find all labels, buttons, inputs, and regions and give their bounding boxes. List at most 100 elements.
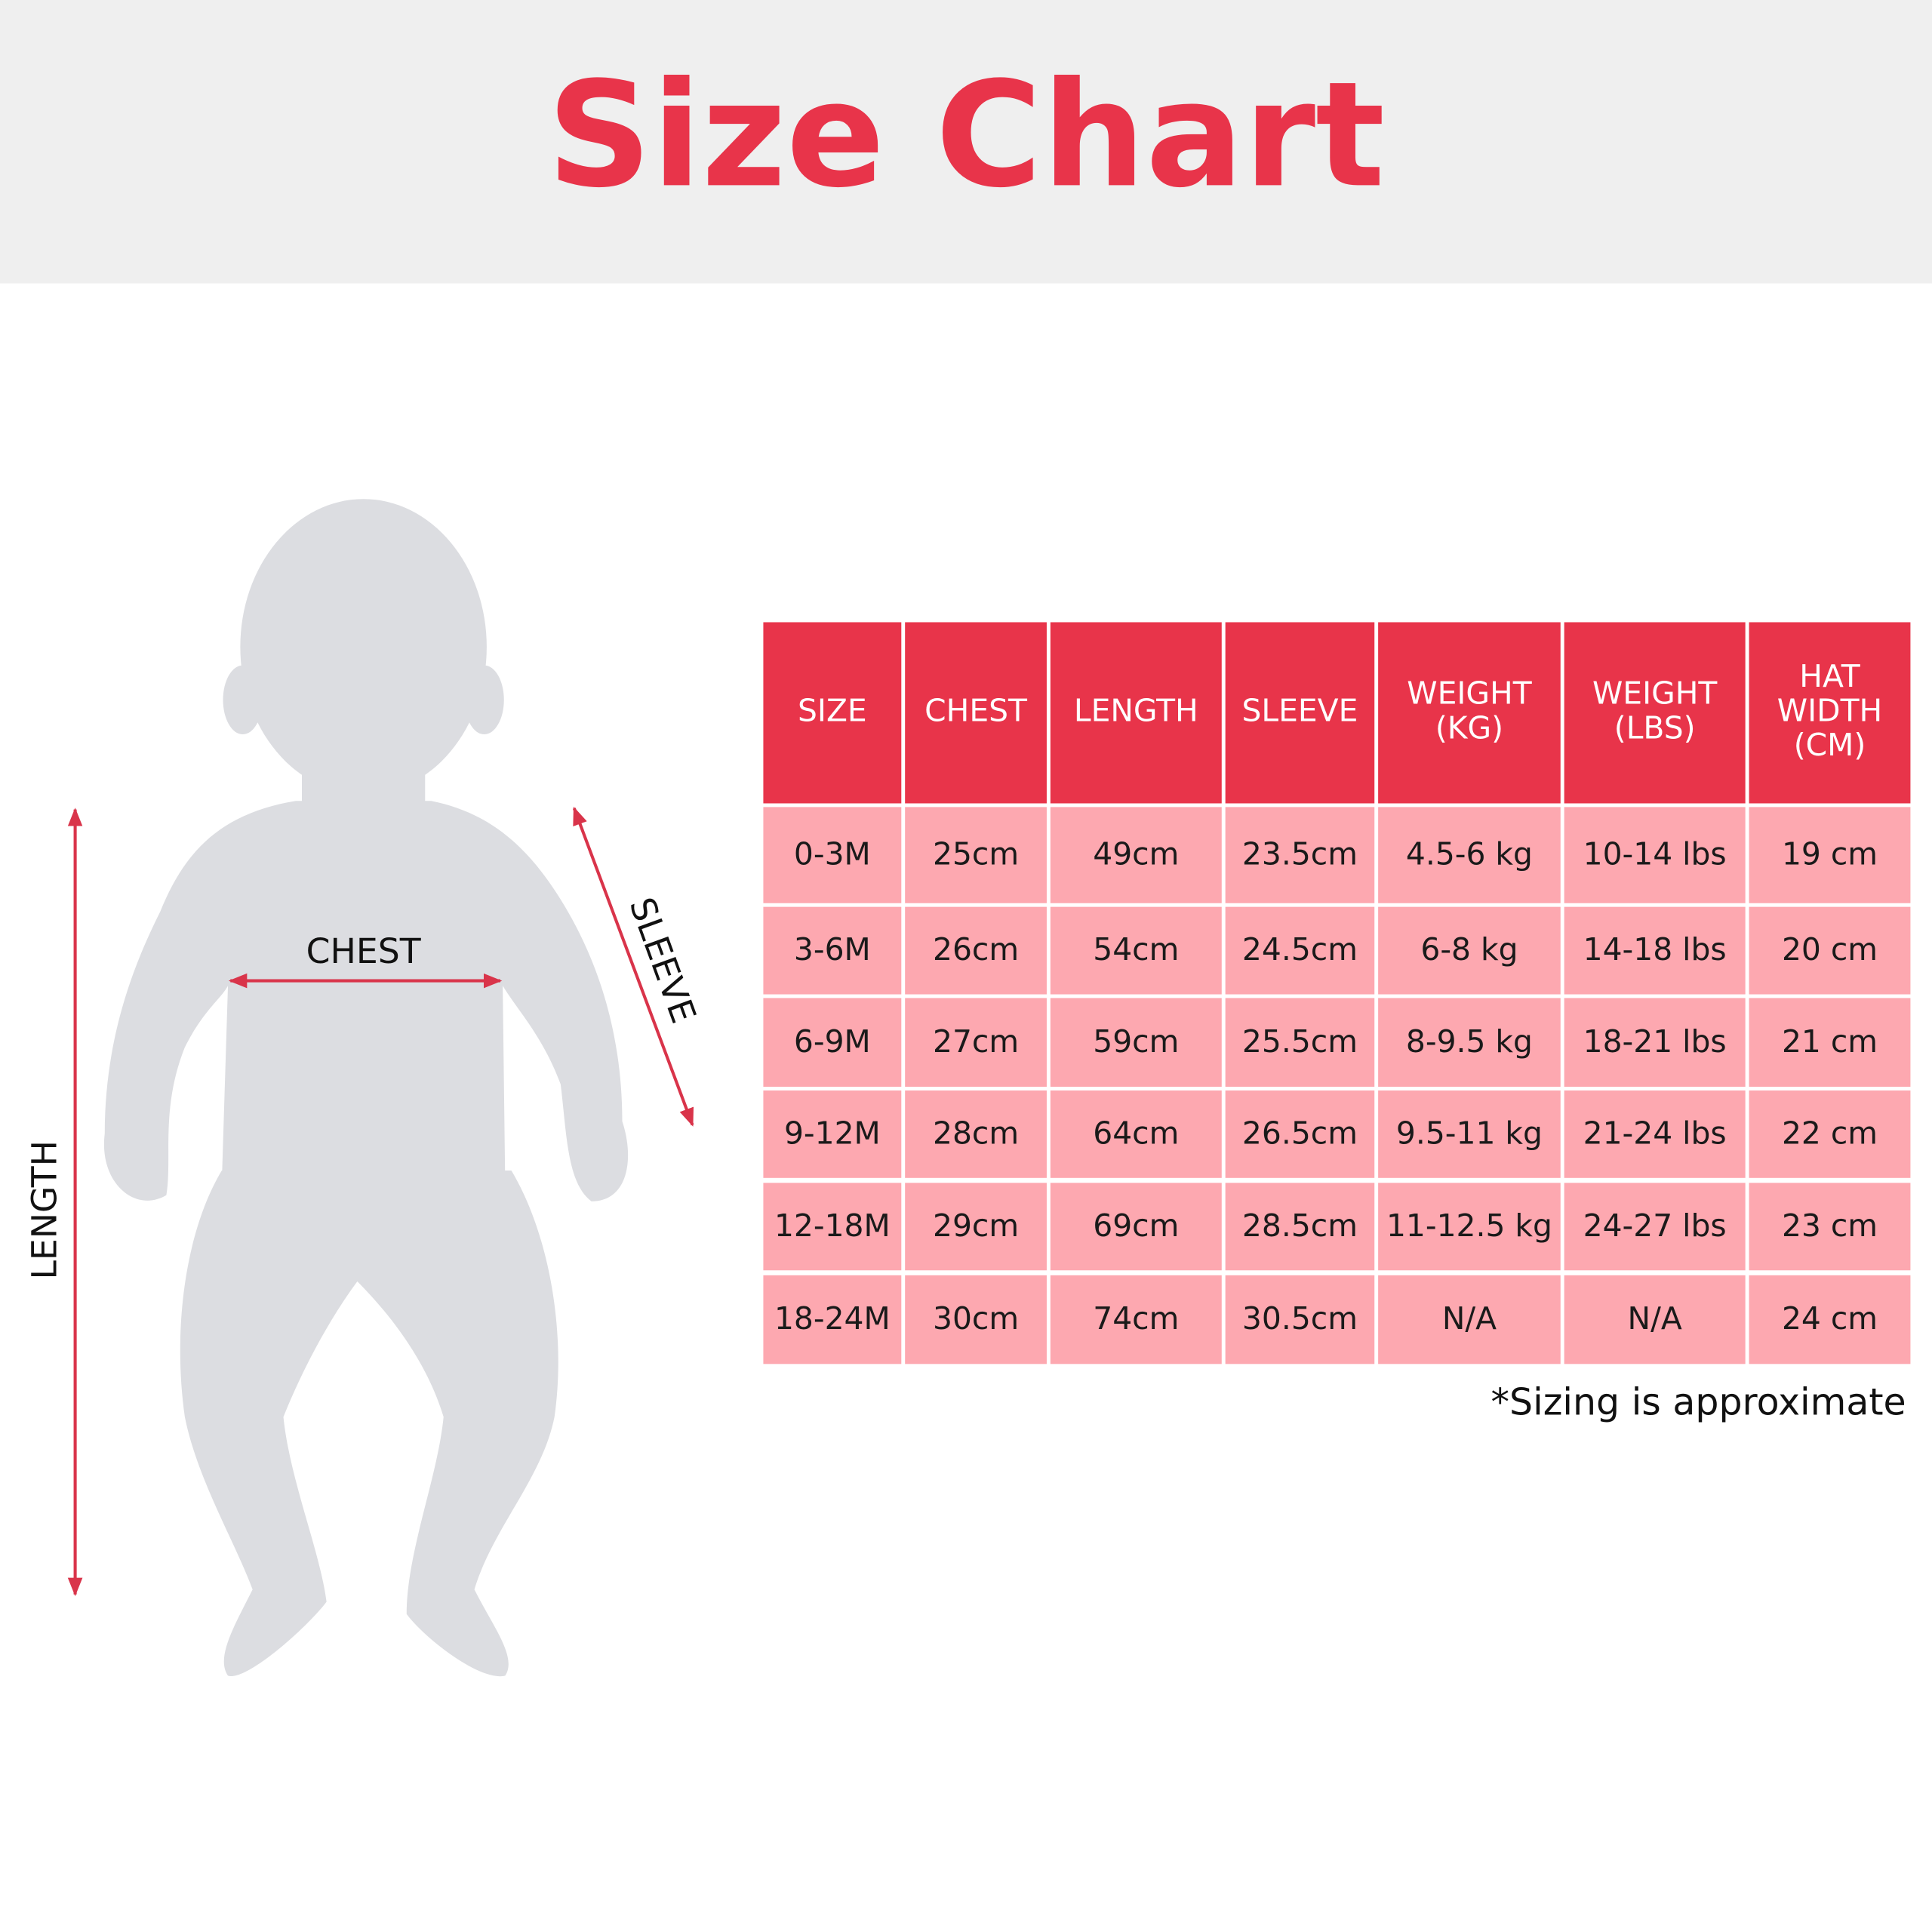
cell-text: 30cm [933, 1300, 1019, 1337]
cell-text: 25.5cm [1242, 1023, 1358, 1060]
body-cell [905, 998, 1047, 1087]
body-cell [1225, 998, 1375, 1087]
cell-text: 24-27 lbs [1583, 1208, 1727, 1244]
sleeve-arrow [572, 806, 694, 1127]
cell-text: 21-24 lbs [1583, 1115, 1727, 1151]
header-cell [1749, 622, 1911, 804]
body-cell [1050, 1183, 1222, 1271]
cell-text: 19 cm [1782, 836, 1878, 872]
cell-text: 25cm [933, 836, 1019, 872]
body-cell [1564, 906, 1746, 995]
body-cell [1378, 807, 1561, 903]
body-cell [1050, 1275, 1222, 1364]
body-cell [1564, 1090, 1746, 1178]
header-label: CHEST [924, 692, 1028, 728]
cell-text: 23.5cm [1242, 836, 1358, 872]
body-cell [1225, 906, 1375, 995]
cell-text: 11-12.5 kg [1386, 1208, 1552, 1244]
body-cell [1225, 1275, 1375, 1364]
cell-text: 9.5-11 kg [1396, 1115, 1543, 1151]
cell-text: 8-9.5 kg [1406, 1023, 1533, 1060]
body-cell [1050, 906, 1222, 995]
body-cell [1225, 1090, 1375, 1178]
body-cell [763, 998, 902, 1087]
title: Size Chart [547, 51, 1385, 220]
footnote: *Sizing is approximate [1491, 1381, 1906, 1424]
cell-text: 9-12M [784, 1115, 881, 1151]
cell-text: 24.5cm [1242, 931, 1358, 968]
body-cell [1749, 1275, 1911, 1364]
cell-text: 59cm [1093, 1023, 1179, 1060]
cell-text: 64cm [1093, 1115, 1179, 1151]
body-cell [1749, 807, 1911, 903]
body-cell [763, 1275, 902, 1364]
header-label: WEIGHT [1592, 675, 1718, 712]
body-cell [1225, 1183, 1375, 1271]
cell-text: 27cm [933, 1023, 1019, 1060]
cell-text: 4.5-6 kg [1406, 836, 1533, 872]
cell-text: N/A [1628, 1300, 1682, 1337]
header-label: HAT [1799, 658, 1860, 694]
cell-text: 24 cm [1782, 1300, 1878, 1337]
body-cell [1749, 1183, 1911, 1271]
body-cell [1749, 906, 1911, 995]
cell-text: 20 cm [1782, 931, 1878, 968]
body-cell [1378, 1183, 1561, 1271]
header-label: SIZE [798, 692, 867, 728]
header-cell [1050, 622, 1222, 804]
body-cell [1749, 998, 1911, 1087]
header-cell [905, 622, 1047, 804]
header-label: WIDTH [1777, 692, 1882, 728]
body-cell [1564, 807, 1746, 903]
body-cell [905, 906, 1047, 995]
cell-text: 29cm [933, 1208, 1019, 1244]
body-cell [905, 1183, 1047, 1271]
header-cell [1378, 622, 1561, 804]
header-label: (CM) [1794, 727, 1866, 763]
body-cell [1378, 1090, 1561, 1178]
body-cell [1378, 906, 1561, 995]
cell-text: 26cm [933, 931, 1019, 968]
cell-text: 74cm [1093, 1300, 1179, 1337]
header-cell [763, 622, 902, 804]
body-cell [1749, 1090, 1911, 1178]
header-band [0, 0, 1932, 284]
body-cell [1050, 1090, 1222, 1178]
baby-silhouette [103, 499, 629, 1677]
chest-label: CHEST [306, 931, 422, 971]
cell-text: 22 cm [1782, 1115, 1878, 1151]
body-cell [1564, 1183, 1746, 1271]
body-cell [1564, 998, 1746, 1087]
body-cell [1564, 1275, 1746, 1364]
header-label: (LBS) [1614, 709, 1696, 746]
cell-text: 3-6M [794, 931, 871, 968]
cell-text: 30.5cm [1242, 1300, 1358, 1337]
cell-text: 14-18 lbs [1583, 931, 1727, 968]
header-cell [1564, 622, 1746, 804]
size-table: SIZE CHEST LENGTH SLEEVE WEIGHT(KG)WEIGHT(LB… [763, 622, 1911, 1364]
cell-text: 12-18M [774, 1208, 891, 1244]
cell-text: 6-9M [794, 1023, 871, 1060]
body-cell [905, 1275, 1047, 1364]
header-label: LENGTH [1074, 692, 1198, 728]
header-label: (KG) [1435, 709, 1503, 746]
header-label: WEIGHT [1407, 675, 1532, 712]
cell-text: 49cm [1093, 836, 1179, 872]
cell-text: 18-21 lbs [1583, 1023, 1727, 1060]
sleeve-label: SLEEVE [622, 892, 704, 1028]
body-cell [763, 1183, 902, 1271]
cell-text: 21 cm [1782, 1023, 1878, 1060]
body-cell [905, 807, 1047, 903]
cell-text: 18-24M [774, 1300, 891, 1337]
body-cell [1378, 1275, 1561, 1364]
cell-text: 28cm [933, 1115, 1019, 1151]
body-cell [905, 1090, 1047, 1178]
header-label: SLEEVE [1242, 692, 1358, 728]
header-cell [1225, 622, 1375, 804]
cell-text: 26.5cm [1242, 1115, 1358, 1151]
measure-arrows [67, 806, 694, 1597]
cell-text: 10-14 lbs [1583, 836, 1727, 872]
body-cell [763, 807, 902, 903]
